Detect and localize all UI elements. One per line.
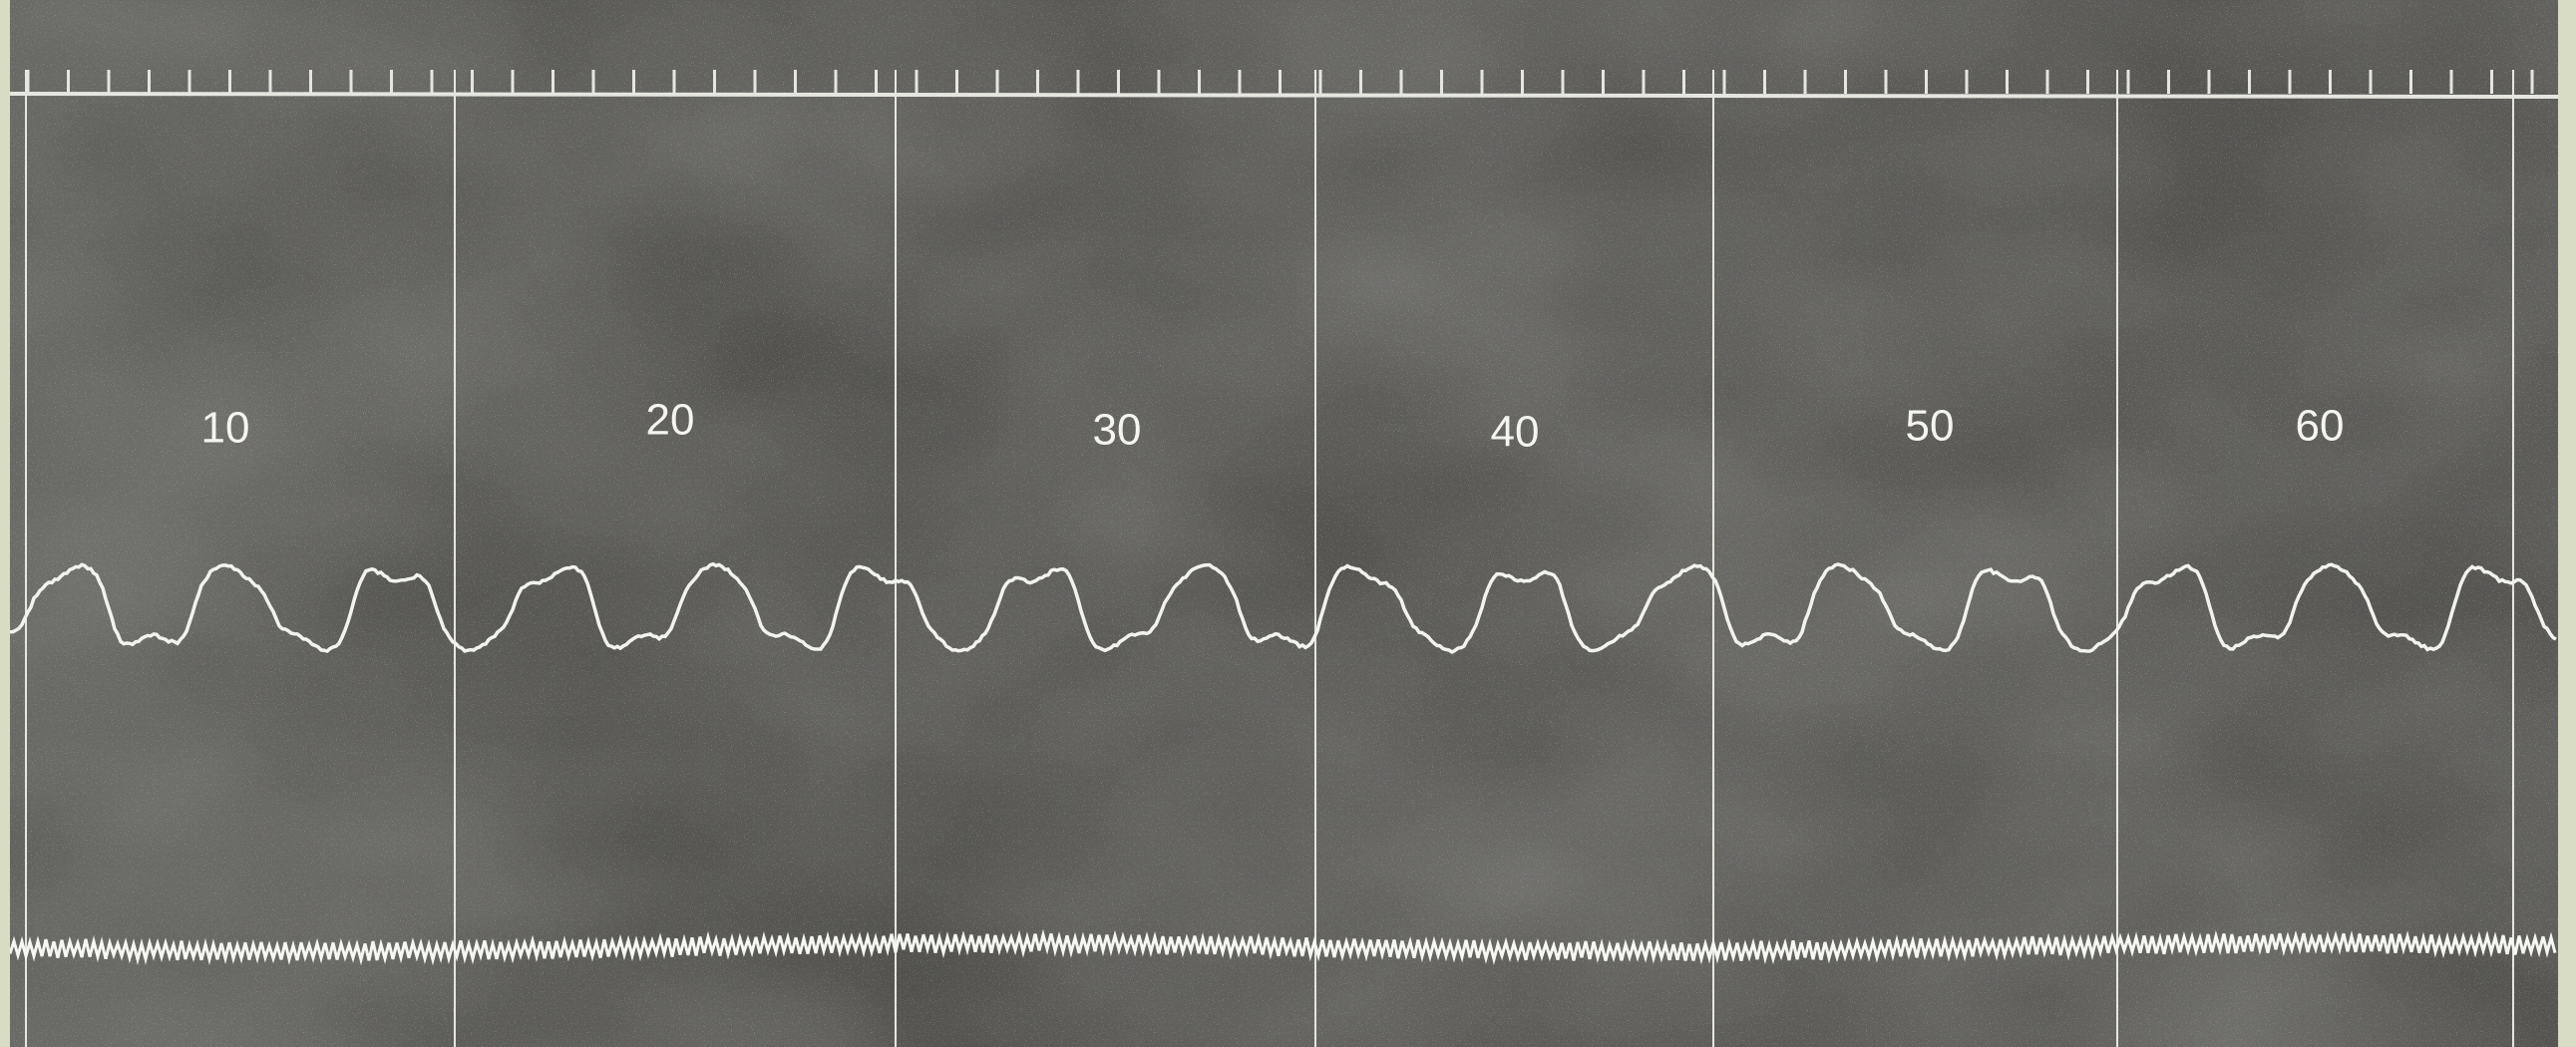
time-label: 60 [2296,402,2345,451]
time-label: 50 [1906,402,1955,451]
film-grain [10,0,2558,1047]
scan-border [0,0,10,1047]
time-label: 40 [1491,408,1540,457]
scan-border [2558,0,2576,1047]
time-label: 10 [201,404,250,453]
time-label: 30 [1093,406,1142,455]
time-label: 20 [646,396,695,445]
